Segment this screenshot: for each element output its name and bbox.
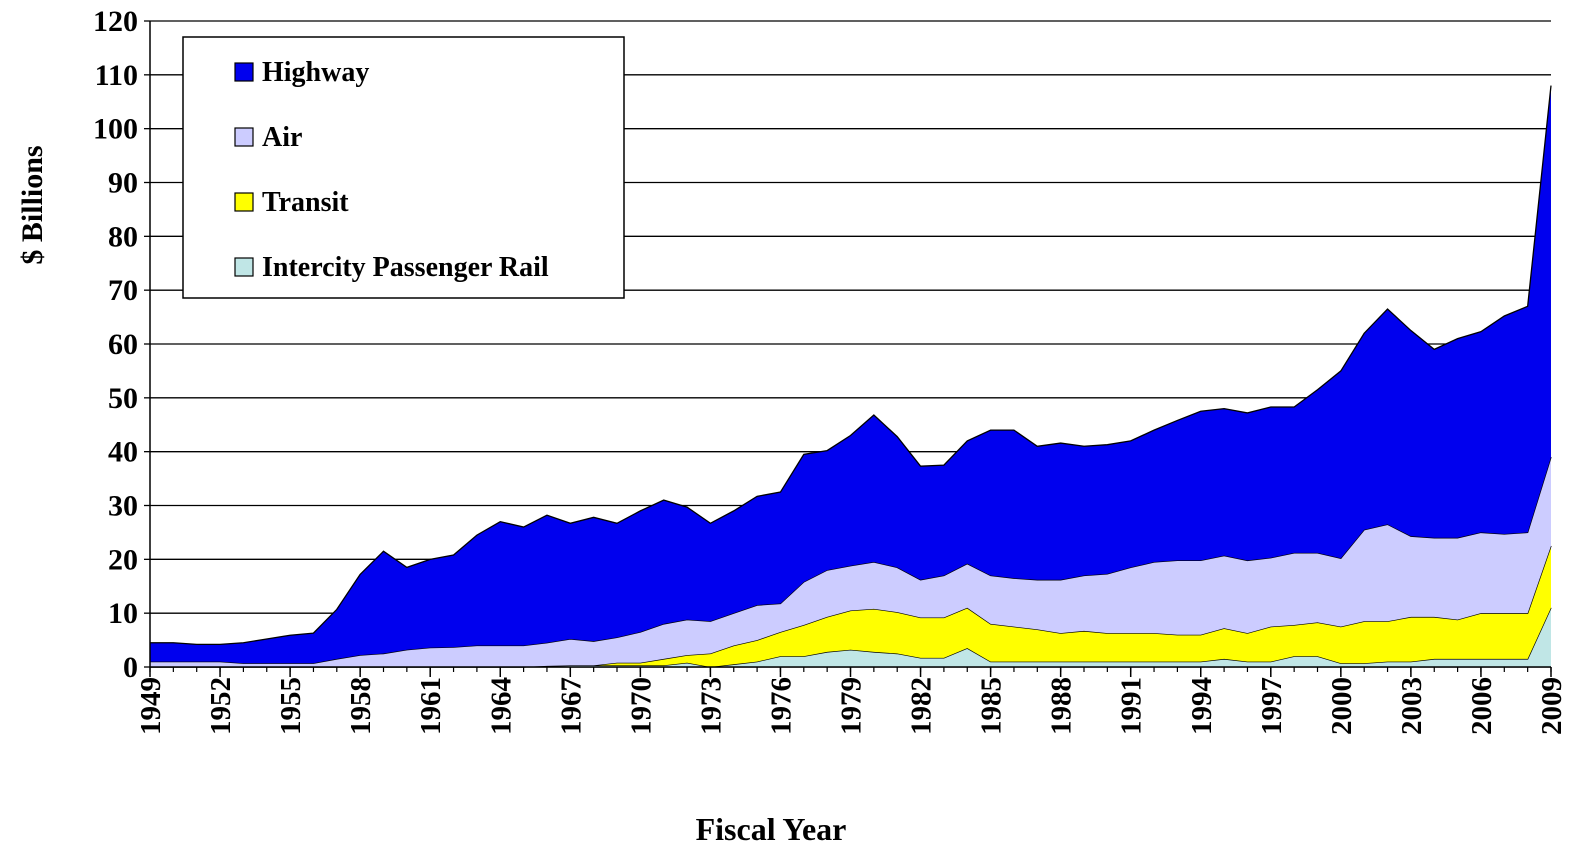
x-tick-label: 1952 — [205, 677, 237, 735]
x-tick-label: 1991 — [1116, 677, 1148, 735]
x-tick-label: 1973 — [695, 677, 727, 735]
y-tick-label: 50 — [108, 382, 138, 415]
legend-label: Transit — [262, 187, 349, 218]
y-tick-label: 70 — [108, 274, 138, 307]
y-tick-label: 10 — [108, 597, 138, 630]
area-line — [150, 85, 1552, 646]
y-tick-label: 20 — [108, 543, 138, 576]
legend-label: Intercity Passenger Rail — [262, 252, 549, 283]
y-axis-title: $ Billions — [16, 145, 49, 264]
legend: Highway Air Transit Intercity Passenger Rai… — [182, 36, 625, 299]
x-tick-label: 1982 — [906, 677, 938, 735]
area-fill — [150, 607, 1551, 667]
x-tick-label: 2009 — [1536, 677, 1568, 735]
legend-box — [182, 36, 625, 299]
x-tick-label: 1970 — [625, 677, 657, 735]
x-tick-label: 1976 — [765, 677, 797, 735]
area-fill — [150, 85, 1551, 664]
x-tick-label: 1997 — [1256, 677, 1288, 735]
y-tick-label: 100 — [93, 113, 138, 146]
y-tick-label: 60 — [108, 328, 138, 361]
y-tick-label: 0 — [123, 651, 138, 684]
y-tick-label: 90 — [108, 167, 138, 200]
area-fill — [150, 545, 1551, 667]
legend-swatch — [234, 62, 254, 82]
x-tick-label: 1967 — [555, 677, 587, 735]
y-tick-label: 120 — [93, 5, 138, 38]
x-tick-label: 1979 — [836, 677, 868, 735]
x-tick-label: 1949 — [135, 677, 167, 735]
area-fill — [150, 457, 1551, 667]
y-tick-label: 40 — [108, 436, 138, 469]
legend-label: Highway — [262, 57, 369, 88]
x-axis-title: Fiscal Year — [696, 811, 847, 847]
x-tick-label: 1988 — [1046, 677, 1078, 735]
legend-swatch — [234, 192, 254, 212]
legend-label: Air — [262, 122, 302, 153]
x-tick-label: 2000 — [1326, 677, 1358, 735]
x-tick-label: 1985 — [976, 677, 1008, 735]
x-tick-label: 1994 — [1186, 677, 1218, 735]
legend-swatch — [234, 257, 254, 277]
x-tick-label: 2006 — [1466, 677, 1498, 735]
x-tick-label: 1955 — [275, 677, 307, 735]
y-tick-label: 80 — [108, 220, 138, 253]
x-tick-label: 1961 — [415, 677, 447, 735]
x-tick-label: 1958 — [345, 677, 377, 735]
y-tick-label: 110 — [95, 59, 138, 92]
y-tick-label: 30 — [108, 490, 138, 523]
x-tick-label: 1964 — [485, 677, 517, 735]
x-tick-label: 2003 — [1396, 677, 1428, 735]
legend-swatch — [234, 127, 254, 147]
